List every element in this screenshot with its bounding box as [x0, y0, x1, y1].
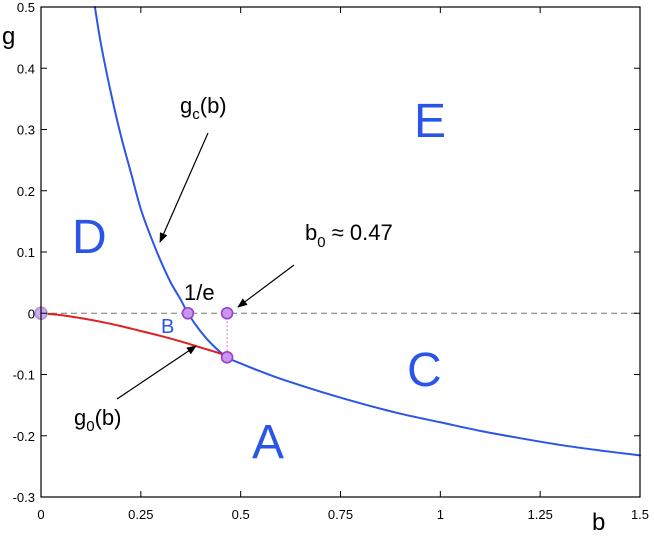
x-tick-label: 0.5 [232, 507, 250, 522]
b0-annotation-label: b0 ≈ 0.47 [305, 220, 393, 251]
x-tick-label: 1 [437, 507, 444, 522]
series-layer [40, 6, 641, 457]
x-tick-label: 0.25 [128, 507, 153, 522]
region-label-b: B [161, 316, 174, 338]
annotation-arrows-layer [116, 132, 295, 400]
y-axis-label: g [2, 23, 15, 50]
region-label-a: A [252, 416, 284, 469]
region-label-e: E [414, 95, 446, 148]
x-tick-label: 0 [37, 507, 44, 522]
y-tick-label: -0.3 [13, 490, 35, 505]
x-tick-label: 1.5 [631, 507, 649, 522]
y-tick-label: 0.3 [17, 123, 35, 138]
y-tick-label: -0.1 [13, 368, 35, 383]
region-label-c: C [407, 344, 442, 397]
y-tick-label: 0 [28, 306, 35, 321]
gc-annotation-arrow [159, 132, 209, 243]
g0-annotation-arrow [116, 345, 197, 400]
y-tick-label: 0.2 [17, 184, 35, 199]
x-tick-label: 1.25 [528, 507, 553, 522]
annotations-layer: gc(b) g0(b) b0 ≈ 0.47 1/e [74, 93, 393, 435]
b0-junction-point [220, 351, 234, 364]
b0-annotation-arrow [237, 264, 295, 308]
g0-annotation-label: g0(b) [74, 405, 121, 435]
x-axis-label: b [592, 509, 605, 536]
y-tick-label: 0.4 [17, 61, 35, 76]
y-tick-label: -0.2 [13, 429, 35, 444]
b0-point [220, 306, 234, 320]
region-label-d: D [72, 211, 107, 264]
axis-ticks-layer: 0 0.25 0.5 0.75 1 1.25 1.5 0.5 0.4 0.3 0.2 0.1 0 -0.1… [13, 0, 649, 522]
gc-curve [93, 6, 641, 457]
plot-area [41, 7, 640, 497]
y-tick-label: 0.5 [17, 0, 35, 15]
gc-annotation-label: gc(b) [180, 93, 227, 123]
inverse-e-label: 1/e [184, 280, 215, 305]
y-tick-label: 0.1 [17, 245, 35, 260]
regions-layer: A B C D E [72, 95, 446, 469]
inverse-e-point [181, 306, 195, 320]
x-tick-label: 0.75 [328, 507, 353, 522]
g0-curve [40, 312, 229, 359]
